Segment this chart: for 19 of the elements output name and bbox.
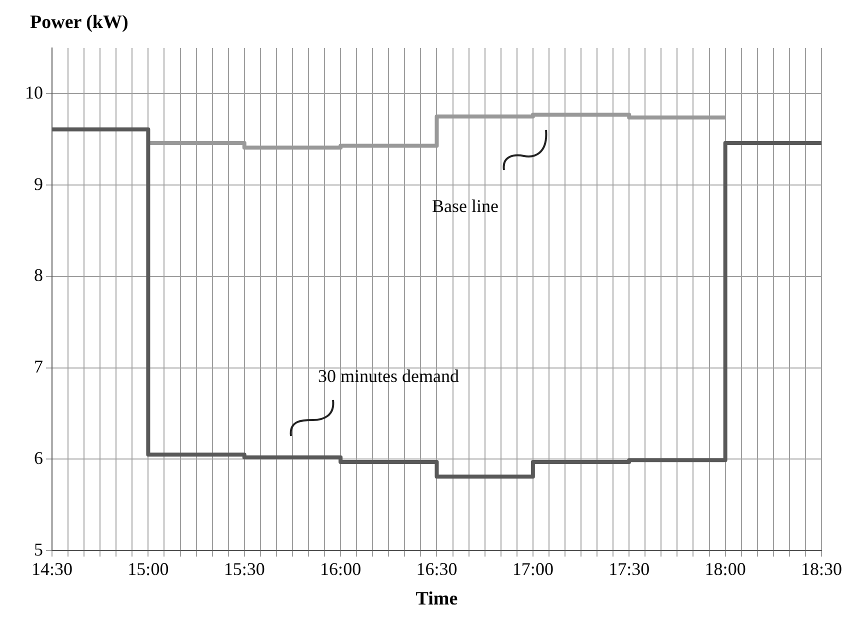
y-tick-label: 9 xyxy=(34,174,43,194)
y-axis-title: Power (kW) xyxy=(30,12,128,34)
x-tick-label: 17:00 xyxy=(512,559,554,580)
y-tick-label: 8 xyxy=(34,265,43,286)
x-tick-label: 16:30 xyxy=(416,559,458,580)
x-tick-label: 17:30 xyxy=(608,559,650,580)
annotation: 30 minutes demand xyxy=(318,366,459,387)
x-tick-label: 18:00 xyxy=(704,559,746,580)
y-tick-label: 6 xyxy=(34,448,43,468)
y-tick-label: 10 xyxy=(25,82,43,102)
x-axis-title: Time xyxy=(416,588,458,610)
x-tick-label: 16:00 xyxy=(320,559,362,580)
y-tick-label: 5 xyxy=(34,539,43,560)
x-tick-label: 15:30 xyxy=(224,559,265,580)
x-tick-label: 18:30 xyxy=(800,559,842,580)
y-tick-label: 7 xyxy=(34,356,43,377)
x-tick-label: 14:30 xyxy=(31,559,73,580)
x-tick-label: 15:00 xyxy=(128,559,169,580)
annotation: Base line xyxy=(432,196,498,217)
